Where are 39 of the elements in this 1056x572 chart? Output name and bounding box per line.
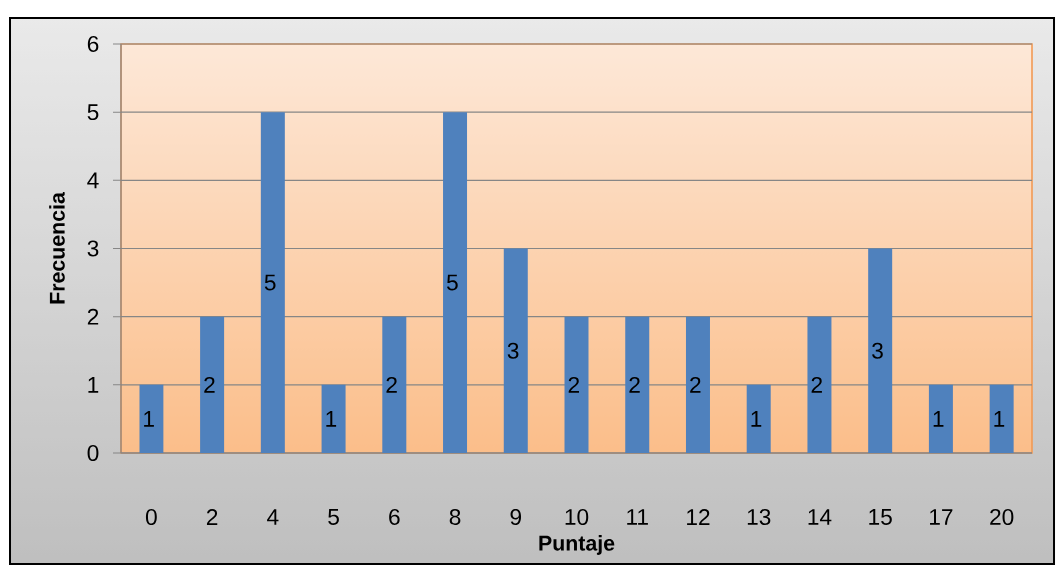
data-label: 5 xyxy=(264,274,276,291)
x-tick-label: 15 xyxy=(869,509,892,525)
data-label: 2 xyxy=(811,376,822,393)
data-label: 5 xyxy=(446,274,458,291)
y-tick-label: 4 xyxy=(87,172,99,189)
data-label: 1 xyxy=(994,411,1005,427)
data-label: 3 xyxy=(872,342,883,359)
y-tick-label: 2 xyxy=(87,308,99,325)
x-tick-label: 13 xyxy=(747,508,771,526)
y-tick-label: 6 xyxy=(87,35,99,53)
x-tick-label: 17 xyxy=(930,509,953,525)
x-tick-label: 4 xyxy=(267,509,279,525)
x-tick-label: 14 xyxy=(808,509,832,525)
data-label: 1 xyxy=(326,411,337,427)
data-label: 1 xyxy=(933,411,944,427)
data-label: 2 xyxy=(629,376,640,393)
y-tick-label: 3 xyxy=(87,240,99,257)
x-axis-title: Puntaje xyxy=(539,535,615,555)
x-tick-label: 8 xyxy=(449,508,461,526)
data-label: 1 xyxy=(751,411,762,427)
x-tick-label: 6 xyxy=(389,508,400,526)
y-tick-label: 5 xyxy=(87,104,99,121)
x-tick-label: 5 xyxy=(328,509,339,525)
x-tick-label: 11 xyxy=(627,509,648,525)
x-tick-label: 9 xyxy=(510,508,522,526)
x-tick-label: 2 xyxy=(206,509,218,525)
data-label: 1 xyxy=(144,411,154,427)
data-label: 2 xyxy=(568,376,579,393)
x-tick-label: 10 xyxy=(565,508,589,526)
data-label: 2 xyxy=(204,376,215,393)
x-tick-label: 12 xyxy=(687,509,710,525)
y-tick-label: 1 xyxy=(88,377,99,393)
data-label: 2 xyxy=(690,376,701,393)
data-label: 2 xyxy=(386,376,397,393)
data-label: 3 xyxy=(507,342,519,359)
x-tick-label: 20 xyxy=(990,508,1014,526)
y-tick-label: 0 xyxy=(87,444,99,462)
y-axis-title: Frecuencia xyxy=(49,192,65,304)
x-tick-label: 0 xyxy=(145,508,157,526)
